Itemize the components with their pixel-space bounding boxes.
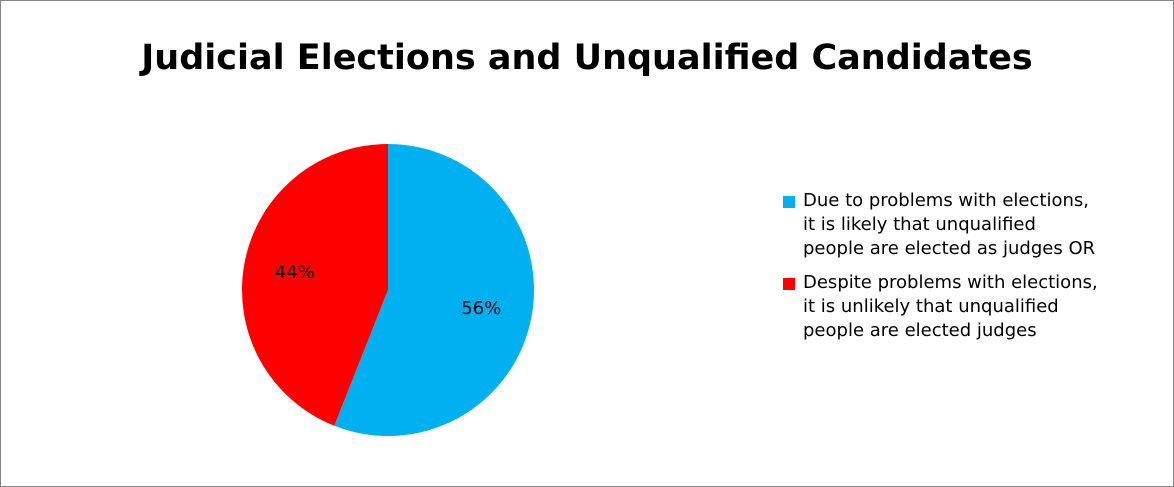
legend: Due to problems with elections, it is li… bbox=[783, 189, 1163, 353]
pie-label-unlikely: 44% bbox=[275, 262, 315, 283]
legend-label-likely-line-2: it is likely that unqualified bbox=[803, 214, 1036, 235]
legend-label-likely-line-1: Due to problems with elections, bbox=[803, 190, 1089, 211]
legend-item-likely: Due to problems with elections, it is li… bbox=[783, 189, 1163, 261]
legend-swatch-unlikely bbox=[783, 278, 795, 290]
pie-label-likely: 56% bbox=[461, 298, 501, 319]
legend-swatch-likely bbox=[783, 196, 795, 208]
legend-label-likely-line-3: people are elected as judges OR bbox=[803, 238, 1096, 259]
pie-slice-unlikely bbox=[241, 144, 388, 426]
legend-item-unlikely: Despite problems with elections, it is u… bbox=[783, 271, 1163, 343]
pie-slice-likely bbox=[334, 144, 534, 437]
chart-title: Judicial Elections and Unqualified Candi… bbox=[141, 38, 1033, 78]
legend-label-unlikely-line-2: it is unlikely that unqualified bbox=[803, 296, 1059, 317]
legend-label-unlikely-line-3: people are elected judges bbox=[803, 320, 1037, 341]
legend-label-unlikely-line-1: Despite problems with elections, bbox=[803, 272, 1098, 293]
